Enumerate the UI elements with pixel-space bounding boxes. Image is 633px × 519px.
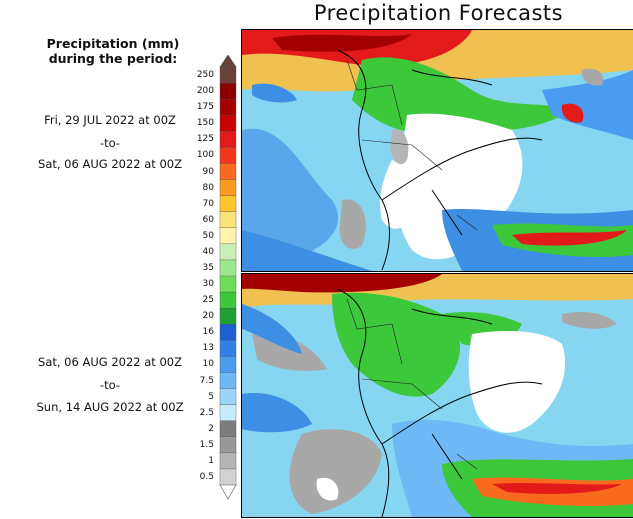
colorbar-tick-label: 175 <box>196 102 214 113</box>
colorbar-tick-label: 0.5 <box>199 471 214 482</box>
colorbar-swatch <box>219 147 237 164</box>
colorbar-swatch <box>219 291 237 309</box>
map-1-canvas <box>242 30 633 271</box>
colorbar-tick-label: 25 <box>202 295 214 306</box>
period-1-separator: -to- <box>99 136 121 150</box>
colorbar-swatch <box>219 275 237 293</box>
colorbar-tick-label: 5 <box>208 391 214 402</box>
colorbar-tick-label: 50 <box>202 230 214 241</box>
period-2-start: Sat, 06 AUG 2022 at 00Z <box>38 355 182 369</box>
colorbar-tick-label: 60 <box>202 214 214 225</box>
forecast-map-period-2 <box>241 273 633 518</box>
colorbar-tick-label: 125 <box>196 134 214 145</box>
colorbar-swatch <box>219 324 237 341</box>
colorbar-tick-label: 80 <box>202 182 214 193</box>
period-2-end: Sun, 14 AUG 2022 at 00Z <box>36 400 184 414</box>
legend-title: Precipitation (mm) during the period: <box>46 36 180 66</box>
colorbar-tick-label: 70 <box>202 198 214 209</box>
colorbar-swatch <box>219 436 237 454</box>
colorbar-tick-label: 1 <box>208 455 214 466</box>
colorbar-swatch <box>219 468 237 486</box>
colorbar-bottom-arrow <box>219 484 237 500</box>
colorbar-swatch <box>219 179 237 197</box>
period-1-start: Fri, 29 JUL 2022 at 00Z <box>44 113 176 127</box>
colorbar <box>219 55 237 500</box>
colorbar-swatch <box>219 227 237 245</box>
colorbar-tick-label: 150 <box>196 118 214 129</box>
colorbar-tick-label: 90 <box>202 166 214 177</box>
forecast-map-period-1 <box>241 29 633 272</box>
colorbar-tick-label: 1.5 <box>199 439 214 450</box>
colorbar-tick-label: 200 <box>196 86 214 97</box>
colorbar-tick-label: 16 <box>202 327 214 338</box>
colorbar-swatch <box>219 420 237 438</box>
colorbar-swatch <box>219 259 237 277</box>
colorbar-tick-label: 10 <box>202 359 214 370</box>
colorbar-swatch <box>219 356 237 373</box>
colorbar-swatch <box>219 131 237 148</box>
period-1-end: Sat, 06 AUG 2022 at 00Z <box>38 157 182 171</box>
colorbar-tick-label: 100 <box>196 150 214 161</box>
colorbar-swatch <box>219 195 237 213</box>
colorbar-swatch <box>219 340 237 357</box>
colorbar-swatch <box>219 66 237 84</box>
colorbar-top-arrow <box>219 55 237 68</box>
colorbar-swatch <box>219 115 237 132</box>
colorbar-tick-label: 2 <box>208 423 214 434</box>
colorbar-tick-label: 30 <box>202 279 214 290</box>
colorbar-swatch <box>219 404 237 422</box>
colorbar-swatch <box>219 82 237 100</box>
colorbar-tick-label: 250 <box>196 70 214 81</box>
colorbar-tick-label: 40 <box>202 246 214 257</box>
colorbar-tick-label: 20 <box>202 311 214 322</box>
chart-title: Precipitation Forecasts <box>313 1 564 25</box>
colorbar-swatch <box>219 163 237 181</box>
colorbar-tick-label: 35 <box>202 262 214 273</box>
colorbar-swatch <box>219 98 237 116</box>
colorbar-swatch <box>219 211 237 229</box>
colorbar-tick-label: 7.5 <box>199 375 214 386</box>
colorbar-tick-label: 2.5 <box>199 407 214 418</box>
colorbar-swatch <box>219 307 237 325</box>
colorbar-swatch <box>219 372 237 390</box>
map-2-canvas <box>242 274 633 517</box>
colorbar-tick-label: 13 <box>202 343 214 354</box>
colorbar-swatch <box>219 243 237 261</box>
colorbar-swatch <box>219 452 237 470</box>
colorbar-swatch <box>219 388 237 406</box>
period-2-separator: -to- <box>99 378 121 392</box>
